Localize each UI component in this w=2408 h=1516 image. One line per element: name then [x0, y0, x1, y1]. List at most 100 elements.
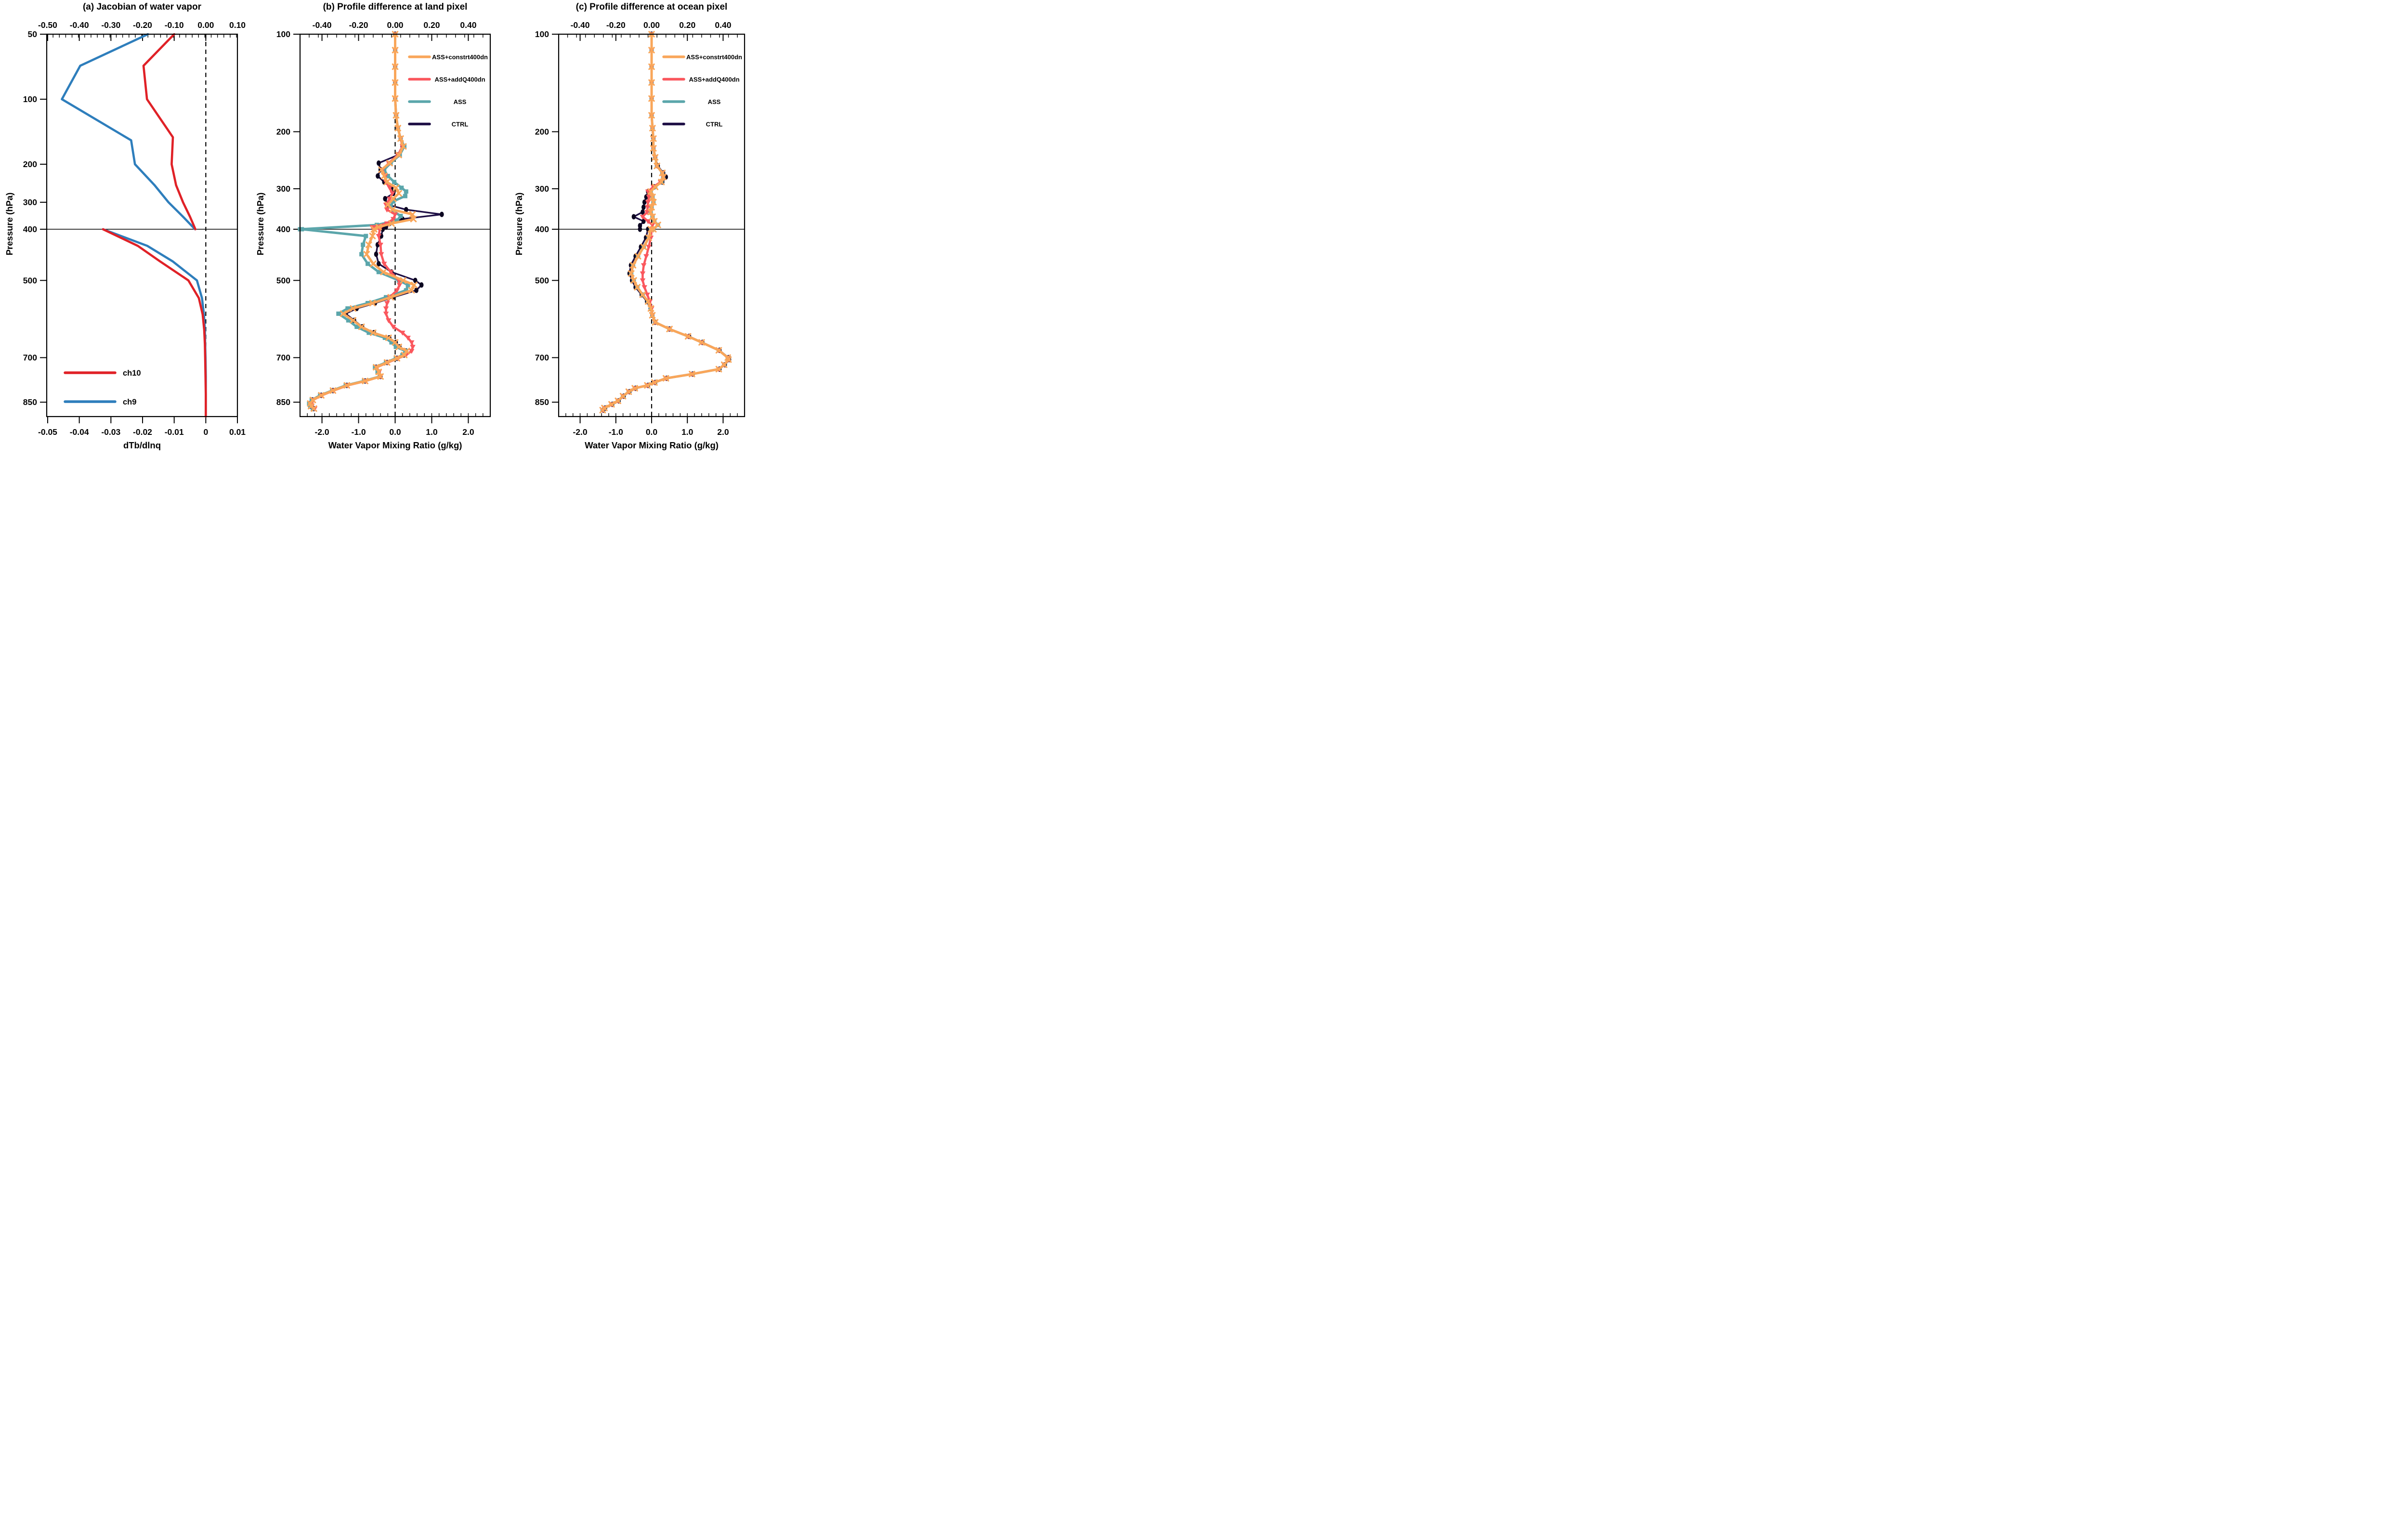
panel-b-bottom-tick-label: -1.0 [351, 427, 366, 437]
panel-b-left-tick-label: 100 [276, 29, 290, 39]
panel-b-series-ass-constrt400dn-marker [401, 352, 408, 358]
panel-b-series-ass-marker [366, 301, 370, 305]
panel-b-series-ass-constrt400dn-marker [378, 166, 385, 173]
panel-c-series-ass-constrt400dn-marker [649, 125, 656, 131]
panel-b-series-ass-addq400dn-marker [390, 217, 396, 222]
panel-a-top-tick-label: -0.10 [165, 20, 184, 30]
panel-c-series-ass-addq400dn-marker [640, 214, 646, 220]
panel-c-series-ctrl-marker [641, 209, 645, 215]
panel-b-series-ctrl-upper-line [377, 33, 443, 230]
panel-b-series-ass-marker [398, 213, 403, 218]
panel-b-series-ass-addq400dn-marker [383, 312, 389, 317]
panel-b-series-ass-constrt400dn-marker [373, 364, 380, 371]
panel-c-series-ass-constrt400dn-marker [715, 366, 722, 373]
panel-b-series-ass-constrt400dn-marker [366, 241, 372, 248]
panel-c-series-ass-constrt400dn-marker [645, 234, 652, 241]
panel-b-series-ass-addq400dn-marker [394, 288, 400, 293]
panel-b-series-ctrl-marker [374, 251, 379, 257]
panel-b-series-ass-addq400dn-marker [396, 283, 403, 288]
panel-c-series-ctrl-marker [641, 218, 646, 224]
panel-c-bottom-tick-label: 1.0 [681, 427, 694, 437]
panel-c-series-ass-addq400dn-marker [645, 205, 651, 210]
panel-c-series-ass-constrt400dn-marker [725, 356, 732, 363]
panel-b-series-ass-marker [399, 185, 404, 190]
panel-c-series-ass-constrt400dn-marker [628, 270, 635, 277]
panel-c-plot-border [558, 33, 746, 418]
panel-b-series-ass-constrt400dn-marker [384, 201, 392, 208]
panel-c-series-ass-addq400dn-marker [640, 271, 646, 276]
panel-b-series-ass-addq400dn-marker [390, 191, 395, 196]
panel-b-series-ass-marker [404, 189, 408, 194]
panel-a-legend-label-ch9: ch9 [123, 398, 136, 406]
panel-c-series-ass-constrt400dn-marker [644, 298, 652, 305]
panel-a-bottom-tick-label: 0 [203, 427, 208, 437]
panel-b-series-ass-constrt400dn-marker [329, 387, 337, 394]
panel-c-bottom-tick-label: -1.0 [609, 427, 623, 437]
panel-c-series-ass-constrt400dn-marker [630, 277, 637, 284]
panel-b-top-tick-label: 0.40 [460, 20, 476, 30]
panel-b-series-ass-constrt400dn-marker [383, 179, 391, 185]
panel-c-series-ctrl-marker [641, 204, 646, 210]
panel-b-series-ass-constrt400dn-marker [397, 135, 404, 142]
panel-c-series-ass-constrt400dn-marker [608, 401, 615, 408]
panel-b-series-ctrl-marker [376, 173, 380, 179]
panel-b-legend-label-ASS+addQ400dn: ASS+addQ400dn [434, 76, 485, 83]
panel-c-series-ass-constrt400dn-marker [649, 194, 656, 200]
panel-a-bottom-tick-label: -0.04 [70, 427, 89, 437]
panel-c-series-ass-constrt400dn-marker [647, 188, 654, 195]
panel-c-legend-label-CTRL: CTRL [706, 121, 723, 128]
panel-b-series-ctrl-marker [440, 211, 444, 217]
panel-c-series-ass-constrt400dn-marker [648, 63, 655, 70]
panel-c-series-ass-addq400dn-marker [640, 278, 646, 284]
panel-b-legend-label-ASS: ASS [454, 98, 467, 105]
panel-c-series-ass-constrt400dn-marker [658, 179, 665, 185]
panel-b-series-ass-constrt400dn-marker [389, 206, 396, 213]
panel-b-series-ass-constrt400dn-marker [395, 190, 402, 197]
panel-c-series-ass-constrt400dn-marker [649, 312, 656, 319]
panel-c-series-ass-constrt400dn-marker [599, 406, 606, 414]
panel-b-series-ass-marker [366, 261, 370, 266]
panel-a-left-tick-label: 700 [23, 353, 37, 363]
panel-b-bottom-tick-label: 2.0 [462, 427, 474, 437]
panel-b-series-ass-marker [364, 234, 368, 238]
panel-b-series-ass-addq400dn-marker [376, 234, 382, 239]
panel-b-left-tick-label: 200 [276, 127, 290, 137]
panel-c-series-ass-constrt400dn-marker [720, 361, 728, 368]
panel-c-series-ass-constrt400dn-marker [625, 388, 632, 395]
panel-b-series-ass-constrt400dn-lower-line [309, 228, 416, 410]
panel-b-series-ass-constrt400dn-marker [395, 343, 402, 351]
panel-b-series-ass-constrt400dn-marker [318, 392, 325, 399]
panel-b-series-ass-constrt400dn-marker [358, 323, 365, 330]
panel-b-series-ass-marker [361, 242, 366, 247]
panel-a-top-tick-label: 0.00 [197, 20, 214, 30]
panel-a-legend-label-ch10: ch10 [123, 369, 141, 378]
panel-b-series-ctrl-marker [404, 207, 408, 212]
panel-b-series-ass-marker [392, 180, 397, 184]
panel-c-series-ass-addq400dn-lower-line [602, 228, 730, 412]
panel-b-series-ass-constrt400dn-marker [371, 226, 378, 233]
panel-c-series-ass-constrt400dn-marker [648, 79, 655, 86]
panel-c-series-ass-constrt400dn-marker [650, 199, 657, 206]
panel-a-left-tick-label: 100 [23, 94, 37, 104]
panel-a-series-ch10-upper-line [142, 33, 197, 231]
panel-c-top-tick-label: 0.20 [679, 20, 695, 30]
panel-b-left-tick-label: 400 [276, 224, 290, 234]
panel-b-series-ass-constrt400dn-marker [393, 112, 400, 119]
panel-c-series-ass-constrt400dn-marker [619, 392, 627, 400]
panel-b-series-ass-addq400dn-marker [388, 270, 394, 275]
panel-b-series-ass-marker [336, 311, 341, 316]
panel-c-left-tick-label: 300 [535, 184, 549, 194]
panel-a-left-tick-label: 200 [23, 159, 37, 169]
panel-b-series-ass-marker [376, 270, 381, 274]
panel-a-left-tick-label: 300 [23, 197, 37, 207]
panel-b-series-ass-marker [366, 330, 371, 335]
panel-b-series-ass-constrt400dn-marker [370, 329, 377, 336]
panel-b-series-ass-constrt400dn-marker [375, 368, 382, 376]
panel-c-series-ass-addq400dn-marker [644, 210, 650, 215]
panel-b-series-ass-marker [385, 173, 390, 178]
panel-b-series-ass-constrt400dn-marker [380, 172, 388, 180]
panel-b-series-ass-addq400dn-marker [410, 345, 416, 350]
chart-canvas: -0.50 -0.40 -0.30 -0.20 -0.10 0.00 0.10-0.05 -0… [23, 20, 746, 437]
panel-b-series-ass-addq400dn-marker [392, 212, 398, 218]
panel-c-series-ass-constrt400dn-marker [715, 347, 722, 354]
